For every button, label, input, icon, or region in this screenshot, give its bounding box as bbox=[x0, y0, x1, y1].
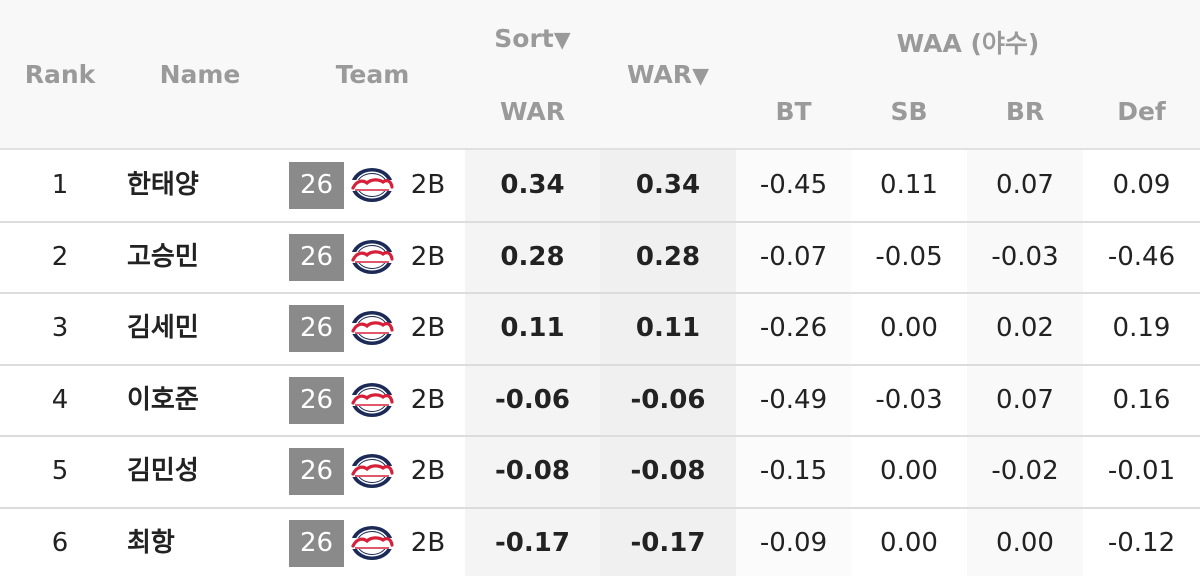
player-name-link[interactable]: 고승민 bbox=[127, 241, 199, 272]
sb-cell: 0.00 bbox=[880, 527, 938, 558]
giants-logo-icon bbox=[350, 311, 394, 345]
header-sb[interactable]: SB bbox=[890, 97, 928, 126]
position-cell: 2B bbox=[410, 241, 446, 272]
rank-cell: 4 bbox=[51, 384, 69, 415]
sort-down-icon: ▼ bbox=[692, 64, 709, 89]
giants-logo-icon bbox=[350, 168, 394, 202]
row-divider bbox=[0, 363, 1200, 366]
header-def[interactable]: Def bbox=[1117, 97, 1166, 126]
team-year-badge: 26 bbox=[289, 519, 344, 567]
war-cell: 0.11 bbox=[500, 313, 565, 343]
header-br[interactable]: BR bbox=[1005, 97, 1045, 126]
war-label: WAR bbox=[627, 60, 693, 89]
header-name[interactable]: Name bbox=[159, 60, 241, 89]
war-sorted-cell: -0.06 bbox=[630, 384, 706, 415]
war-cell: -0.08 bbox=[495, 456, 570, 486]
header-bt[interactable]: BT bbox=[775, 97, 812, 126]
war-sorted-cell: -0.17 bbox=[630, 527, 706, 558]
row-divider bbox=[0, 506, 1200, 509]
table-row[interactable]: 2 고승민 26 2B 0.28 0.28 -0.07 -0.05 -0.03 … bbox=[0, 222, 1200, 293]
war-sorted-cell: 0.34 bbox=[635, 170, 701, 200]
table-row[interactable]: 1 한태양 26 2B 0.34 0.34 -0.45 0.11 0.07 0.… bbox=[0, 150, 1200, 221]
header-rank[interactable]: Rank bbox=[24, 60, 96, 89]
br-cell: 0.02 bbox=[996, 313, 1054, 343]
position-cell: 2B bbox=[410, 170, 446, 200]
position-cell: 2B bbox=[410, 527, 446, 558]
rank-cell: 3 bbox=[51, 313, 69, 343]
sb-cell: -0.05 bbox=[875, 241, 943, 272]
def-cell: 0.09 bbox=[1112, 170, 1171, 200]
rank-cell: 6 bbox=[51, 527, 69, 558]
giants-logo-icon bbox=[350, 525, 394, 560]
row-divider bbox=[0, 292, 1200, 294]
sort-label: Sort bbox=[494, 24, 554, 53]
war-cell: 0.34 bbox=[500, 170, 565, 200]
row-divider bbox=[0, 435, 1200, 437]
war-sorted-cell: 0.11 bbox=[635, 313, 701, 343]
player-name-link[interactable]: 이호준 bbox=[127, 384, 199, 415]
sort-down-icon: ▼ bbox=[553, 28, 571, 53]
br-cell: 0.00 bbox=[996, 527, 1054, 558]
header-team[interactable]: Team bbox=[335, 60, 410, 89]
br-cell: -0.02 bbox=[991, 456, 1059, 486]
table-row[interactable]: 6 최항 26 2B -0.17 -0.17 -0.09 0.00 0.00 -… bbox=[0, 508, 1200, 579]
position-cell: 2B bbox=[410, 313, 446, 343]
sort-header-button[interactable]: Sort▼ bbox=[465, 24, 600, 53]
war-sorted-cell: 0.28 bbox=[635, 241, 701, 272]
def-cell: 0.19 bbox=[1112, 313, 1171, 343]
def-cell: -0.01 bbox=[1107, 456, 1176, 486]
br-cell: 0.07 bbox=[996, 170, 1054, 200]
position-cell: 2B bbox=[410, 384, 446, 415]
player-name-link[interactable]: 김세민 bbox=[127, 313, 199, 343]
player-name-link[interactable]: 한태양 bbox=[127, 170, 199, 200]
team-year-badge: 26 bbox=[289, 305, 344, 352]
team-year-badge: 26 bbox=[289, 162, 344, 209]
war-cell: -0.06 bbox=[495, 384, 570, 415]
br-cell: 0.07 bbox=[996, 384, 1054, 415]
header-waa-group: WAA (야수) bbox=[896, 29, 1040, 58]
bt-cell: -0.26 bbox=[759, 313, 828, 343]
rank-cell: 1 bbox=[51, 170, 69, 200]
position-cell: 2B bbox=[410, 456, 446, 486]
player-name-link[interactable]: 최항 bbox=[127, 527, 175, 558]
def-cell: -0.12 bbox=[1107, 527, 1176, 558]
team-year-badge: 26 bbox=[289, 376, 344, 424]
bt-cell: -0.45 bbox=[759, 170, 828, 200]
sb-cell: 0.11 bbox=[880, 170, 938, 200]
team-year-badge: 26 bbox=[289, 233, 344, 281]
giants-logo-icon bbox=[350, 382, 394, 417]
def-cell: -0.46 bbox=[1107, 241, 1176, 272]
table-row[interactable]: 4 이호준 26 2B -0.06 -0.06 -0.49 -0.03 0.07… bbox=[0, 365, 1200, 436]
header-war[interactable]: WAR bbox=[499, 97, 566, 126]
war-cell: 0.28 bbox=[500, 241, 565, 272]
team-year-badge: 26 bbox=[289, 448, 344, 495]
br-cell: -0.03 bbox=[991, 241, 1059, 272]
war-sort-header-button[interactable]: WAR▼ bbox=[600, 60, 736, 89]
war-cell: -0.17 bbox=[495, 527, 570, 558]
bt-cell: -0.49 bbox=[759, 384, 828, 415]
giants-logo-icon bbox=[350, 454, 394, 488]
war-sorted-cell: -0.08 bbox=[630, 456, 706, 486]
bt-cell: -0.07 bbox=[759, 241, 828, 272]
table-header bbox=[0, 0, 1200, 148]
bt-cell: -0.15 bbox=[759, 456, 828, 486]
giants-logo-icon bbox=[350, 239, 394, 274]
rank-cell: 5 bbox=[51, 456, 69, 486]
rank-cell: 2 bbox=[51, 241, 69, 272]
row-divider bbox=[0, 220, 1200, 223]
bt-cell: -0.09 bbox=[759, 527, 828, 558]
table-row[interactable]: 5 김민성 26 2B -0.08 -0.08 -0.15 0.00 -0.02… bbox=[0, 436, 1200, 507]
def-cell: 0.16 bbox=[1112, 384, 1171, 415]
player-name-link[interactable]: 김민성 bbox=[127, 456, 199, 486]
table-row[interactable]: 3 김세민 26 2B 0.11 0.11 -0.26 0.00 0.02 0.… bbox=[0, 293, 1200, 364]
sb-cell: 0.00 bbox=[880, 456, 938, 486]
sb-cell: -0.03 bbox=[875, 384, 943, 415]
sb-cell: 0.00 bbox=[880, 313, 938, 343]
